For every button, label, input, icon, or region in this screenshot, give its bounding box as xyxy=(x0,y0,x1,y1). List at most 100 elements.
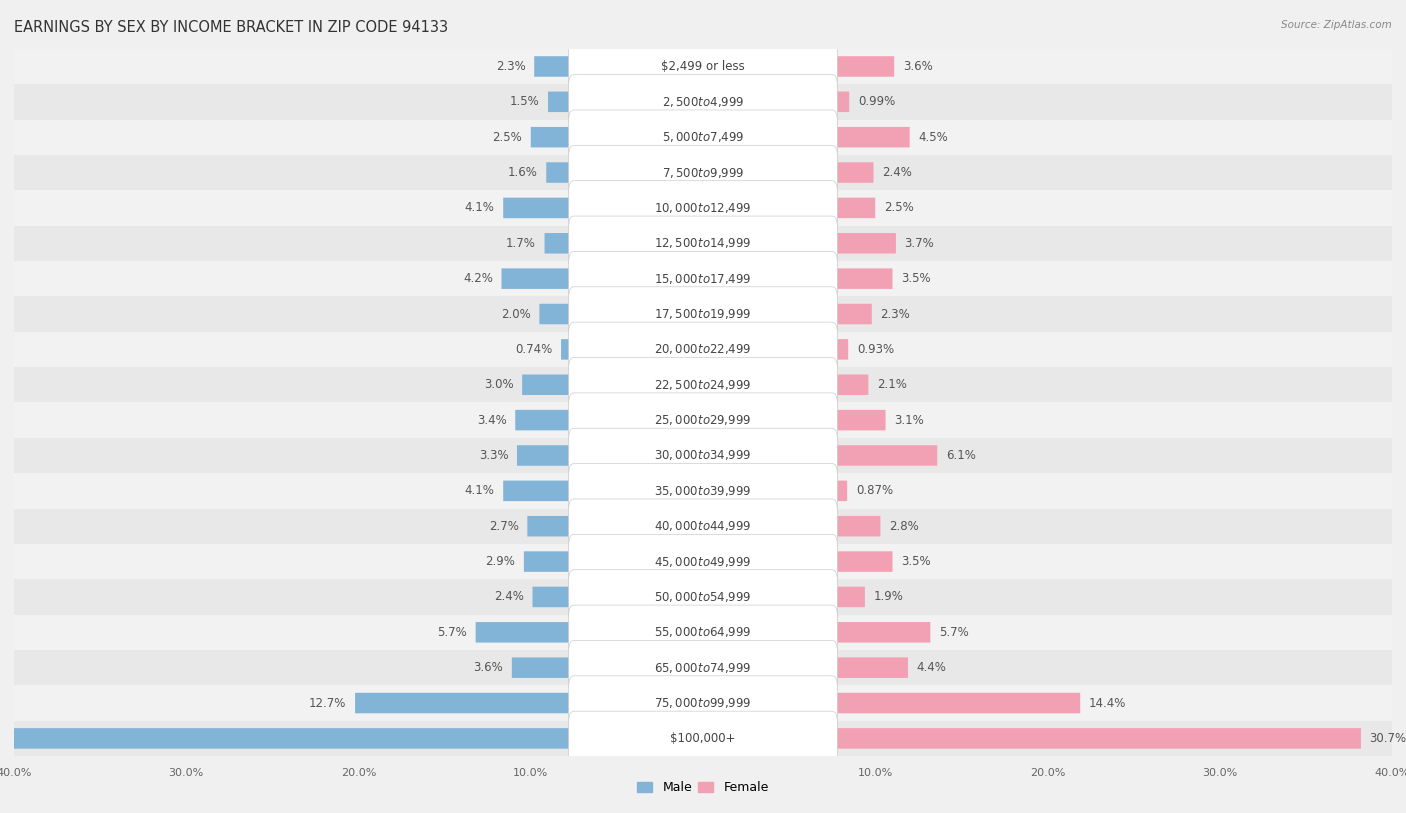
Text: 4.4%: 4.4% xyxy=(917,661,946,674)
FancyBboxPatch shape xyxy=(502,268,574,289)
FancyBboxPatch shape xyxy=(540,304,574,324)
FancyBboxPatch shape xyxy=(515,410,574,430)
FancyBboxPatch shape xyxy=(568,146,838,200)
Text: 12.7%: 12.7% xyxy=(309,697,346,710)
FancyBboxPatch shape xyxy=(568,110,838,164)
Text: 1.9%: 1.9% xyxy=(873,590,904,603)
FancyBboxPatch shape xyxy=(832,127,910,147)
FancyBboxPatch shape xyxy=(533,587,574,607)
FancyBboxPatch shape xyxy=(568,393,838,447)
Text: 10.0%: 10.0% xyxy=(513,768,548,779)
Text: 4.2%: 4.2% xyxy=(463,272,494,285)
Text: 0.99%: 0.99% xyxy=(858,95,896,108)
Text: 20.0%: 20.0% xyxy=(340,768,377,779)
Text: 2.8%: 2.8% xyxy=(889,520,918,533)
FancyBboxPatch shape xyxy=(568,251,838,306)
FancyBboxPatch shape xyxy=(531,127,574,147)
Text: 1.6%: 1.6% xyxy=(508,166,537,179)
Text: 30.0%: 30.0% xyxy=(169,768,204,779)
Text: 5.7%: 5.7% xyxy=(437,626,467,639)
Text: $75,000 to $99,999: $75,000 to $99,999 xyxy=(654,696,752,710)
Text: 2.4%: 2.4% xyxy=(882,166,912,179)
FancyBboxPatch shape xyxy=(832,446,938,466)
FancyBboxPatch shape xyxy=(568,322,838,376)
Bar xyxy=(14,120,1392,155)
Text: $2,500 to $4,999: $2,500 to $4,999 xyxy=(662,95,744,109)
Bar xyxy=(14,579,1392,615)
FancyBboxPatch shape xyxy=(832,56,894,76)
FancyBboxPatch shape xyxy=(832,268,893,289)
FancyBboxPatch shape xyxy=(568,75,838,129)
Text: 4.1%: 4.1% xyxy=(465,202,495,215)
Text: 3.1%: 3.1% xyxy=(894,414,924,427)
Text: 0.93%: 0.93% xyxy=(856,343,894,356)
FancyBboxPatch shape xyxy=(356,693,574,713)
FancyBboxPatch shape xyxy=(832,304,872,324)
FancyBboxPatch shape xyxy=(517,446,574,466)
FancyBboxPatch shape xyxy=(568,711,838,766)
Text: 4.5%: 4.5% xyxy=(918,131,948,144)
Bar xyxy=(14,402,1392,437)
FancyBboxPatch shape xyxy=(832,587,865,607)
Text: $5,000 to $7,499: $5,000 to $7,499 xyxy=(662,130,744,144)
Text: 40.0%: 40.0% xyxy=(0,768,32,779)
FancyBboxPatch shape xyxy=(832,92,849,112)
Bar xyxy=(14,332,1392,367)
Text: $45,000 to $49,999: $45,000 to $49,999 xyxy=(654,554,752,568)
FancyBboxPatch shape xyxy=(568,428,838,483)
Bar xyxy=(14,367,1392,402)
Text: 3.5%: 3.5% xyxy=(901,272,931,285)
Text: $30,000 to $34,999: $30,000 to $34,999 xyxy=(654,449,752,463)
Text: 10.0%: 10.0% xyxy=(858,768,893,779)
Text: 2.1%: 2.1% xyxy=(877,378,907,391)
FancyBboxPatch shape xyxy=(832,658,908,678)
FancyBboxPatch shape xyxy=(568,605,838,659)
Legend: Male, Female: Male, Female xyxy=(633,776,773,799)
Text: 2.3%: 2.3% xyxy=(880,307,910,320)
FancyBboxPatch shape xyxy=(832,516,880,537)
FancyBboxPatch shape xyxy=(568,180,838,235)
FancyBboxPatch shape xyxy=(503,480,574,501)
FancyBboxPatch shape xyxy=(832,480,848,501)
Text: $10,000 to $12,499: $10,000 to $12,499 xyxy=(654,201,752,215)
Bar xyxy=(14,190,1392,226)
Text: $22,500 to $24,999: $22,500 to $24,999 xyxy=(654,378,752,392)
Text: $55,000 to $64,999: $55,000 to $64,999 xyxy=(654,625,752,639)
FancyBboxPatch shape xyxy=(568,641,838,695)
FancyBboxPatch shape xyxy=(568,534,838,589)
Text: $40,000 to $44,999: $40,000 to $44,999 xyxy=(654,520,752,533)
FancyBboxPatch shape xyxy=(568,676,838,730)
Bar xyxy=(14,297,1392,332)
Text: $50,000 to $54,999: $50,000 to $54,999 xyxy=(654,590,752,604)
Text: 3.4%: 3.4% xyxy=(477,414,506,427)
Bar xyxy=(14,226,1392,261)
Text: $7,500 to $9,999: $7,500 to $9,999 xyxy=(662,166,744,180)
Text: 3.7%: 3.7% xyxy=(904,237,934,250)
Text: $20,000 to $22,499: $20,000 to $22,499 xyxy=(654,342,752,356)
Text: 2.7%: 2.7% xyxy=(489,520,519,533)
Text: $65,000 to $74,999: $65,000 to $74,999 xyxy=(654,661,752,675)
FancyBboxPatch shape xyxy=(524,551,574,572)
Text: 2.3%: 2.3% xyxy=(496,60,526,73)
Text: 20.0%: 20.0% xyxy=(1029,768,1066,779)
Text: Source: ZipAtlas.com: Source: ZipAtlas.com xyxy=(1281,20,1392,30)
FancyBboxPatch shape xyxy=(568,358,838,412)
FancyBboxPatch shape xyxy=(568,463,838,518)
FancyBboxPatch shape xyxy=(475,622,574,642)
Bar xyxy=(14,615,1392,650)
Text: 3.3%: 3.3% xyxy=(479,449,509,462)
FancyBboxPatch shape xyxy=(832,728,1361,749)
FancyBboxPatch shape xyxy=(534,56,574,76)
Text: 0.74%: 0.74% xyxy=(515,343,553,356)
FancyBboxPatch shape xyxy=(832,622,931,642)
FancyBboxPatch shape xyxy=(568,216,838,271)
FancyBboxPatch shape xyxy=(544,233,574,254)
Bar xyxy=(14,473,1392,509)
FancyBboxPatch shape xyxy=(832,339,848,359)
Text: $25,000 to $29,999: $25,000 to $29,999 xyxy=(654,413,752,427)
Bar xyxy=(14,261,1392,297)
FancyBboxPatch shape xyxy=(568,39,838,93)
Text: 0.87%: 0.87% xyxy=(856,485,893,498)
FancyBboxPatch shape xyxy=(832,551,893,572)
Text: 14.4%: 14.4% xyxy=(1088,697,1126,710)
